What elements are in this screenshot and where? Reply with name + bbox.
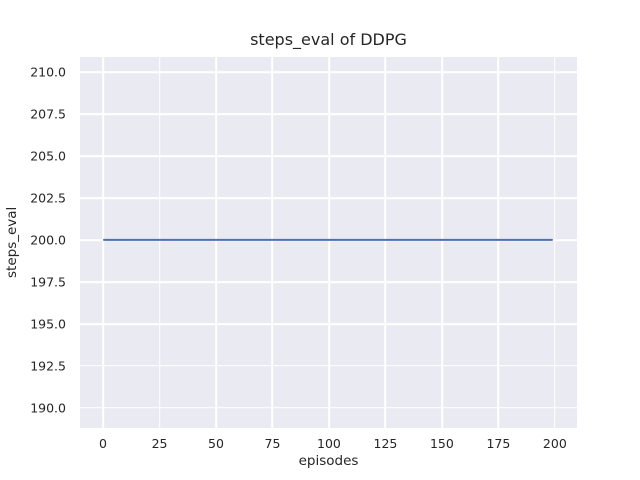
x-gridline bbox=[102, 57, 104, 428]
x-tick-label: 100 bbox=[317, 436, 341, 451]
x-tick-label: 125 bbox=[373, 436, 398, 451]
y-gridline bbox=[80, 407, 577, 409]
y-gridline bbox=[80, 71, 577, 73]
x-gridline bbox=[215, 57, 217, 428]
x-axis-ticks: 0 25 50 75 100 125 150 175 200 bbox=[80, 436, 577, 452]
x-gridline bbox=[328, 57, 330, 428]
y-tick-label: 205.0 bbox=[30, 148, 66, 164]
y-axis-ticks: 190.0 192.5 195.0 197.5 200.0 202.5 205.0 207.5… bbox=[0, 57, 66, 428]
y-tick-label: 197.5 bbox=[30, 274, 66, 290]
y-axis-label: steps_eval bbox=[4, 206, 20, 279]
y-tick-label: 190.0 bbox=[30, 400, 66, 416]
x-gridline bbox=[271, 57, 274, 428]
y-tick-label: 210.0 bbox=[30, 64, 66, 80]
y-tick-label: 202.5 bbox=[30, 190, 66, 206]
x-tick-label: 175 bbox=[486, 436, 511, 451]
x-tick-label: 50 bbox=[208, 436, 224, 451]
chart-title: steps_eval of DDPG bbox=[250, 30, 407, 49]
y-tick-label: 192.5 bbox=[30, 358, 66, 374]
y-gridline bbox=[80, 197, 577, 199]
plot-area bbox=[80, 57, 577, 428]
x-axis-label: episodes bbox=[298, 453, 359, 469]
y-gridline bbox=[80, 155, 577, 157]
x-gridline bbox=[441, 57, 443, 428]
x-gridline bbox=[554, 57, 556, 428]
series-line bbox=[103, 238, 553, 242]
x-tick-label: 75 bbox=[264, 436, 281, 451]
y-gridline bbox=[80, 365, 577, 367]
y-tick-label: 195.0 bbox=[30, 316, 66, 332]
y-gridline bbox=[80, 323, 577, 325]
x-tick-label: 25 bbox=[151, 436, 168, 451]
y-gridline bbox=[80, 281, 577, 283]
x-gridline bbox=[158, 57, 161, 428]
x-gridline bbox=[384, 57, 387, 428]
x-tick-label: 150 bbox=[429, 436, 454, 451]
y-gridline bbox=[80, 113, 577, 115]
y-tick-label: 207.5 bbox=[30, 106, 66, 122]
y-tick-label: 200.0 bbox=[30, 232, 66, 248]
x-tick-label: 0 bbox=[99, 436, 108, 451]
x-gridline bbox=[497, 57, 500, 428]
x-tick-label: 200 bbox=[542, 436, 567, 451]
